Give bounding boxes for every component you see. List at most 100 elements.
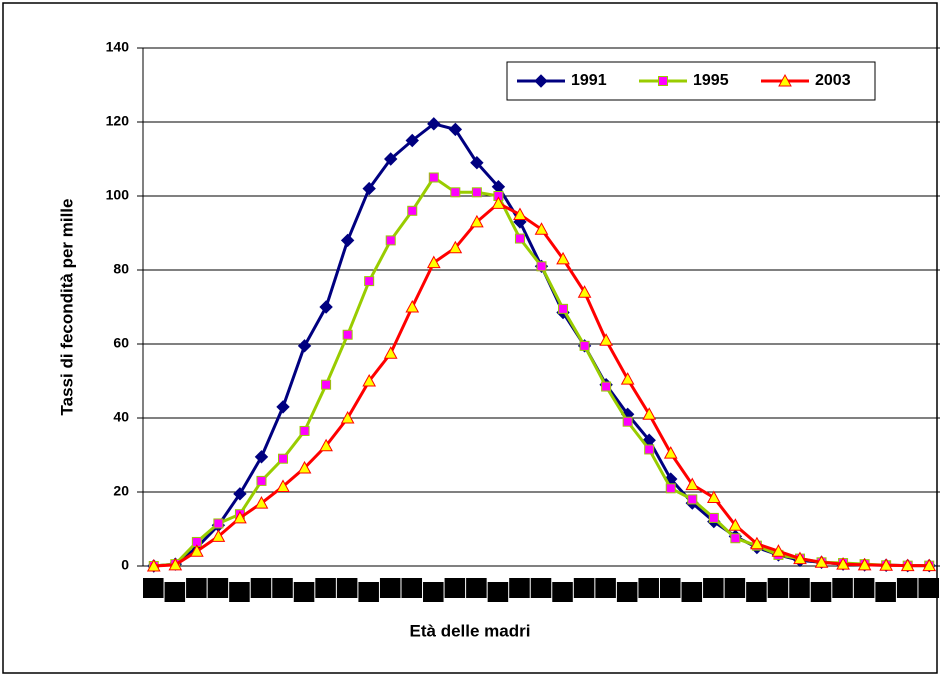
x-tick-label-block <box>358 582 379 602</box>
y-tick-label: 60 <box>113 335 129 351</box>
marker <box>471 187 482 198</box>
x-tick-label-block <box>143 578 164 598</box>
marker <box>426 255 441 269</box>
marker <box>665 483 676 494</box>
marker <box>362 373 377 387</box>
marker <box>514 233 525 244</box>
x-tick-label-block <box>207 578 229 598</box>
y-tick-label: 20 <box>113 483 129 499</box>
marker <box>599 333 613 346</box>
marker <box>450 187 461 198</box>
marker <box>448 122 463 137</box>
marker <box>362 181 376 196</box>
marker <box>256 475 267 486</box>
legend-box <box>506 61 876 101</box>
x-tick-label-block <box>293 582 315 602</box>
x-tick-label-block <box>832 578 853 598</box>
marker <box>814 555 829 568</box>
x-tick-label-block <box>466 578 487 598</box>
x-tick-label-block <box>681 582 703 602</box>
x-tick-label-block <box>896 578 918 598</box>
marker <box>383 346 398 359</box>
y-axis-label: Tassi di fecondità per mille <box>57 199 76 416</box>
marker <box>663 446 678 459</box>
marker <box>168 557 183 571</box>
y-tick-label: 100 <box>106 187 130 203</box>
marker <box>708 512 719 523</box>
marker <box>213 518 224 529</box>
x-tick-label-block <box>789 578 810 598</box>
x-tick-label-block <box>875 582 896 602</box>
marker <box>644 444 655 455</box>
marker <box>342 329 353 340</box>
y-tick-label: 140 <box>106 39 130 55</box>
marker <box>793 551 807 565</box>
x-tick-label-block <box>853 578 875 598</box>
x-axis-label: Età delle madri <box>410 621 531 640</box>
marker <box>384 152 398 166</box>
marker <box>297 339 312 353</box>
marker <box>687 494 698 505</box>
x-tick-label-block <box>724 578 746 598</box>
y-tick-label: 40 <box>113 409 129 425</box>
marker <box>233 487 247 501</box>
x-tick-label-block <box>336 578 358 598</box>
marker <box>620 372 635 385</box>
marker <box>556 251 570 265</box>
x-tick-label-block <box>918 578 939 598</box>
marker <box>622 416 633 427</box>
marker <box>900 558 915 572</box>
x-tick-label-block <box>595 578 616 598</box>
x-tick-label-block <box>616 582 638 602</box>
x-tick-label-block <box>573 578 595 598</box>
marker <box>319 438 333 452</box>
marker <box>536 261 547 272</box>
x-tick-label-block <box>659 578 681 598</box>
marker <box>319 300 333 314</box>
marker <box>364 276 375 287</box>
x-tick-label-block <box>186 578 207 598</box>
marker <box>340 233 355 248</box>
x-tick-label-block <box>164 582 186 602</box>
marker <box>730 533 741 544</box>
y-tick-label: 80 <box>113 261 129 277</box>
x-tick-label-block <box>250 578 272 598</box>
x-tick-label-block <box>444 578 466 598</box>
marker <box>601 381 612 392</box>
marker <box>771 544 786 557</box>
marker <box>385 235 396 246</box>
marker <box>297 460 312 474</box>
marker <box>470 155 484 170</box>
x-tick-label-block <box>487 582 509 602</box>
marker <box>558 303 569 314</box>
marker <box>405 133 419 148</box>
x-tick-label-block <box>315 578 336 598</box>
marker <box>857 557 872 571</box>
marker <box>211 529 226 542</box>
marker <box>470 214 484 228</box>
x-tick-label-block <box>272 578 293 598</box>
marker <box>428 172 439 183</box>
marker <box>276 400 290 414</box>
x-tick-label-block <box>401 578 423 598</box>
y-tick-label: 0 <box>121 557 129 573</box>
marker <box>728 518 743 531</box>
x-tick-label-block <box>530 578 552 598</box>
marker <box>534 222 549 235</box>
x-tick-label-block <box>703 578 724 598</box>
marker <box>778 73 792 87</box>
marker <box>254 450 269 464</box>
x-tick-label-block <box>423 582 444 602</box>
marker <box>233 510 247 524</box>
marker <box>642 407 657 420</box>
marker <box>321 379 332 390</box>
marker <box>254 496 269 509</box>
x-tick-label-block <box>746 582 767 602</box>
marker <box>340 410 355 424</box>
marker <box>276 479 290 492</box>
marker <box>922 558 937 572</box>
marker <box>299 425 310 436</box>
x-tick-label-block <box>379 578 401 598</box>
marker <box>836 557 850 570</box>
marker <box>579 340 590 351</box>
